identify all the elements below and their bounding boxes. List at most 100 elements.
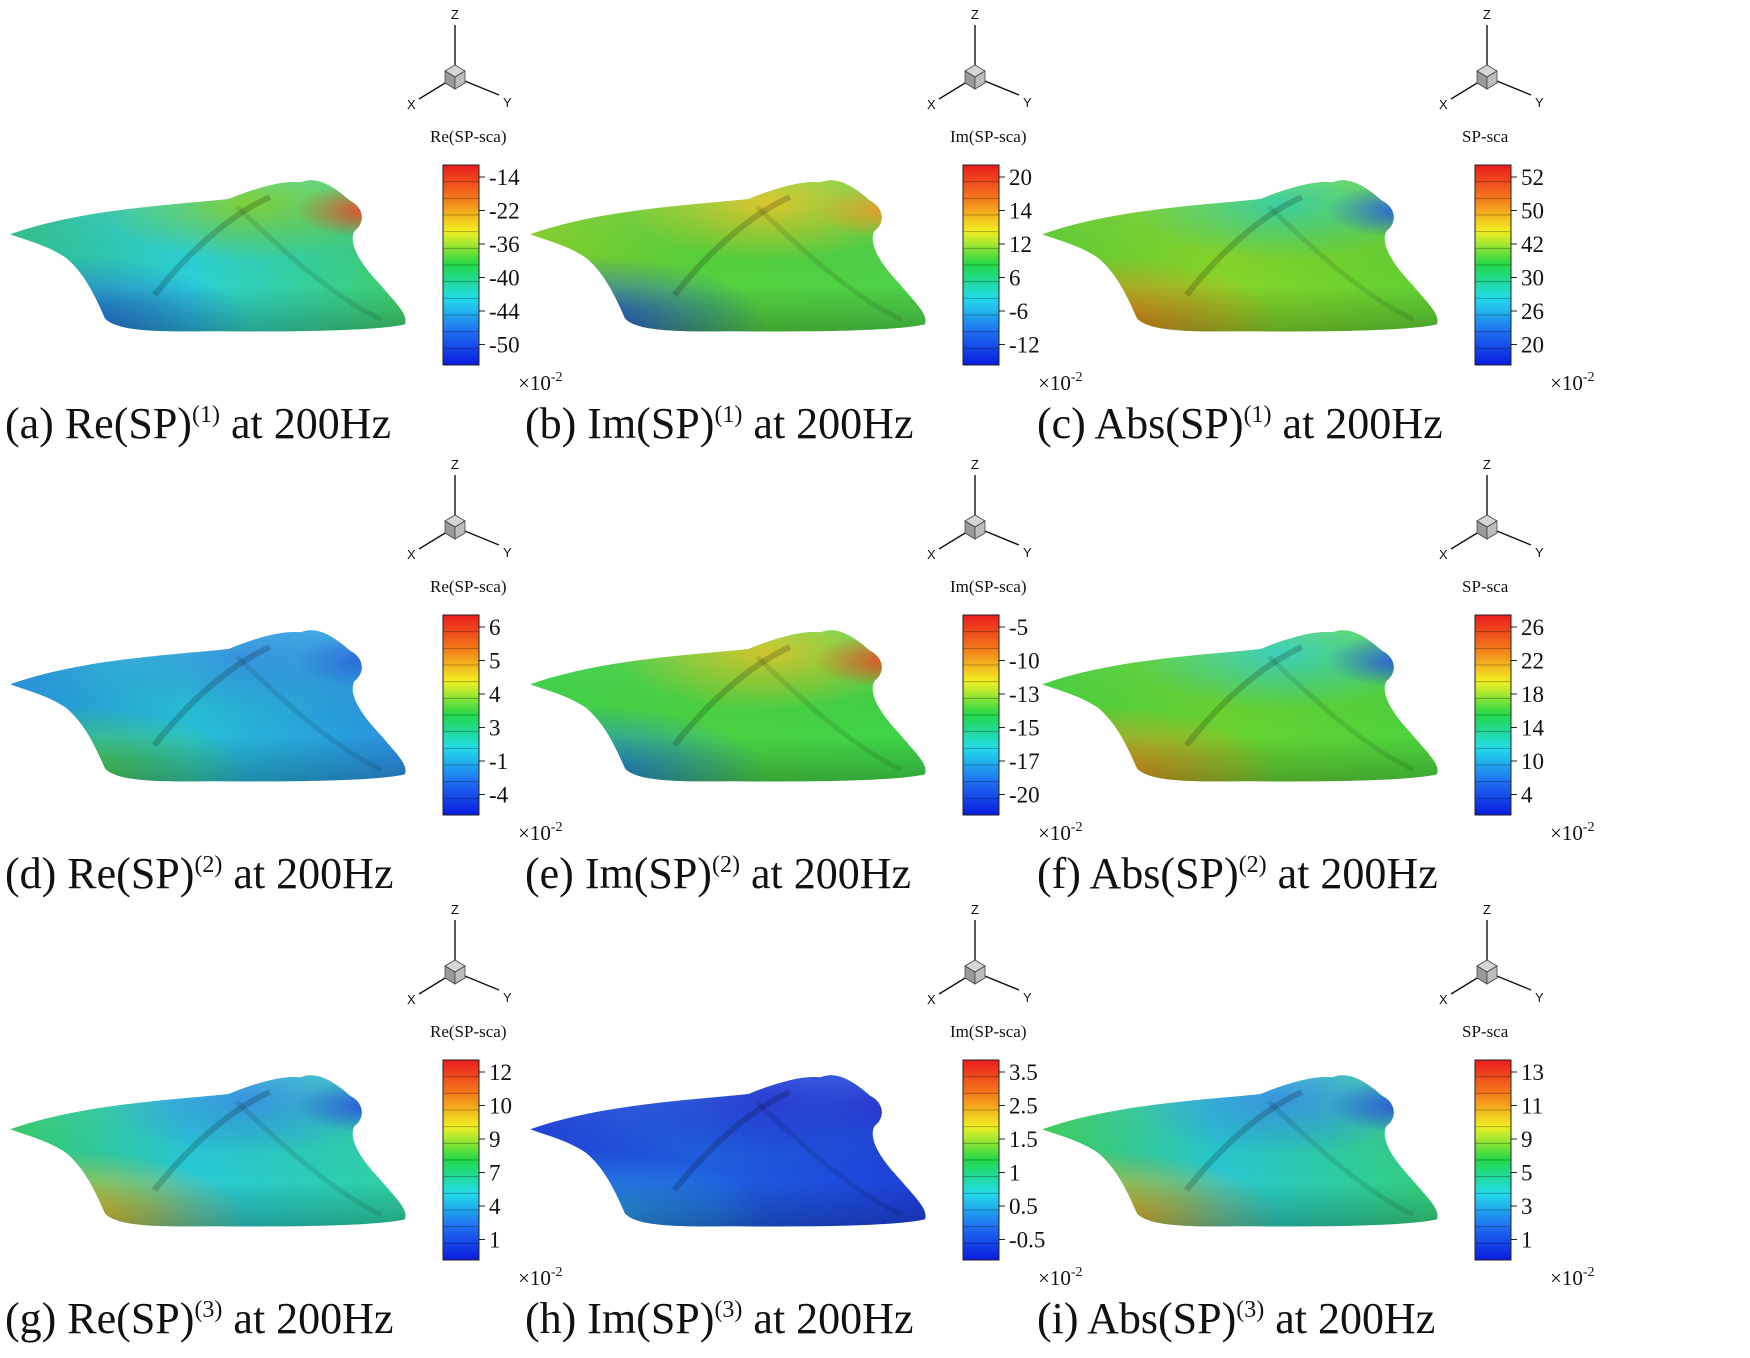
colorbar-tick-label: 3: [489, 716, 501, 741]
z-axis-label: Z: [451, 7, 459, 22]
cube-icon: [974, 965, 986, 985]
z-axis-label: Z: [451, 457, 459, 472]
colorbar-tick-label: 3.5: [1009, 1060, 1038, 1085]
colorbar-tick-label: 26: [1521, 615, 1544, 640]
panel-e: Z X Y Im(SP-sca) -5 -10 -13 -15 -17 -20 ×10-2 (e) I…: [525, 457, 1083, 898]
panel-i: Z X Y SP-sca 13 11 9 5 3 1 ×10-2 (i) Abs(SP)(3) at …: [1037, 902, 1595, 1343]
panel-caption: (c) Abs(SP)(1) at 200Hz: [1037, 399, 1443, 448]
colorbar: [1474, 1059, 1512, 1261]
colorbar-tick-label: 5: [1521, 1161, 1533, 1186]
surface-ridge: [152, 1089, 272, 1192]
axis-triad: Z X Y: [927, 7, 1032, 112]
colorbar-tick-label: 14: [1521, 716, 1545, 741]
y-axis-label: Y: [1023, 545, 1032, 560]
colorbar-tick-label: 42: [1521, 232, 1544, 257]
x-axis-label: X: [1439, 97, 1448, 112]
colorbar-tick-label: 5: [489, 649, 501, 674]
surface-ridge: [672, 1089, 792, 1192]
colorbar-multiplier: ×10-2: [518, 1265, 563, 1290]
panel-f: Z X Y SP-sca 26 22 18 14 10 4 ×10-2 (f) Abs(SP)(2) …: [1037, 457, 1595, 898]
surface-ridge: [672, 644, 792, 747]
surface-ridge: [1184, 1089, 1304, 1192]
colorbar: [1474, 164, 1512, 366]
colorbar-title: Re(SP-sca): [430, 1022, 506, 1041]
panel-caption: (g) Re(SP)(3) at 200Hz: [5, 1294, 393, 1343]
axis-triad: Z X Y: [407, 457, 512, 562]
surface-ridge: [1184, 644, 1304, 747]
surface-ridge: [235, 205, 383, 322]
surface-shading: [530, 1075, 926, 1227]
panel-a: Z X Y Re(SP-sca) -14 -22 -36 -40 -44 -50 ×10-2 (a) …: [5, 7, 563, 448]
colorbar-tick-label: -20: [1009, 783, 1040, 808]
colorbar-tick-label: 20: [1009, 165, 1032, 190]
y-axis-label: Y: [1535, 545, 1544, 560]
panel-caption: (i) Abs(SP)(3) at 200Hz: [1037, 1294, 1435, 1343]
colorbar-tick-label: 12: [1009, 232, 1032, 257]
y-axis-label: Y: [503, 95, 512, 110]
colorbar-title: SP-sca: [1462, 1022, 1509, 1041]
colorbar-title: SP-sca: [1462, 127, 1509, 146]
surface-plot: [1042, 1075, 1438, 1227]
colorbar-tick-label: 10: [489, 1094, 512, 1119]
z-axis-label: Z: [451, 902, 459, 917]
axis-triad: Z X Y: [407, 902, 512, 1007]
colorbar-multiplier: ×10-2: [1038, 370, 1083, 395]
cube-icon: [454, 70, 466, 90]
y-axis-label: Y: [503, 990, 512, 1005]
colorbar-tick-label: -44: [489, 299, 520, 324]
axis-triad: Z X Y: [407, 7, 512, 112]
colorbar-tick-label: 9: [1521, 1127, 1533, 1152]
panel-caption: (h) Im(SP)(3) at 200Hz: [525, 1294, 913, 1343]
x-axis-label: X: [927, 992, 936, 1007]
colorbar-tick-label: -15: [1009, 716, 1040, 741]
colorbar: [962, 1059, 1000, 1261]
colorbar: [962, 614, 1000, 816]
colorbar-tick-label: 18: [1521, 682, 1544, 707]
colorbar-tick-label: 30: [1521, 266, 1544, 291]
colorbar-title: Im(SP-sca): [950, 127, 1026, 146]
surface-ridge: [152, 194, 272, 297]
colorbar-title: Re(SP-sca): [430, 127, 506, 146]
surface-ridge: [1184, 194, 1304, 297]
y-axis-label: Y: [503, 545, 512, 560]
colorbar-title: Re(SP-sca): [430, 577, 506, 596]
surface-plot: [1042, 630, 1438, 782]
colorbar-tick-label: -4: [489, 783, 509, 808]
colorbar-multiplier: ×10-2: [518, 370, 563, 395]
surface-ridge: [755, 655, 903, 772]
colorbar-tick-label: -6: [1009, 299, 1028, 324]
x-axis-label: X: [927, 97, 936, 112]
panel-h: Z X Y Im(SP-sca) 3.5 2.5 1.5 1 0.5 -0.5 ×10-2 (h) I…: [525, 902, 1083, 1343]
colorbar-tick-label: 1: [1521, 1228, 1533, 1253]
colorbar-tick-label: -5: [1009, 615, 1028, 640]
colorbar-tick-label: 14: [1009, 199, 1033, 224]
panel-caption: (d) Re(SP)(2) at 200Hz: [5, 849, 393, 898]
surface-shading: [1042, 630, 1438, 782]
colorbar-tick-label: -0.5: [1009, 1228, 1045, 1253]
z-axis-label: Z: [1483, 7, 1491, 22]
colorbar-tick-label: 9: [489, 1127, 501, 1152]
surface-plot: [1042, 180, 1438, 332]
cube-icon: [1486, 70, 1498, 90]
colorbar-tick-label: 10: [1521, 749, 1544, 774]
axis-triad: Z X Y: [1439, 7, 1544, 112]
colorbar-tick-label: 4: [1521, 783, 1533, 808]
panel-caption: (f) Abs(SP)(2) at 200Hz: [1037, 849, 1438, 898]
surface-ridge: [1267, 205, 1415, 322]
colorbar-multiplier: ×10-2: [1550, 370, 1595, 395]
panel-caption: (e) Im(SP)(2) at 200Hz: [525, 849, 911, 898]
colorbar: [1474, 614, 1512, 816]
colorbar-tick-label: 3: [1521, 1194, 1533, 1219]
z-axis-label: Z: [971, 457, 979, 472]
colorbar-tick-label: 7: [489, 1161, 501, 1186]
colorbar: [442, 1059, 480, 1261]
surface-ridge: [755, 205, 903, 322]
surface-shading: [530, 630, 926, 782]
colorbar-tick-label: 22: [1521, 649, 1544, 674]
colorbar-tick-label: 4: [489, 1194, 501, 1219]
cube-icon: [1486, 520, 1498, 540]
surface-plot: [10, 1075, 406, 1227]
